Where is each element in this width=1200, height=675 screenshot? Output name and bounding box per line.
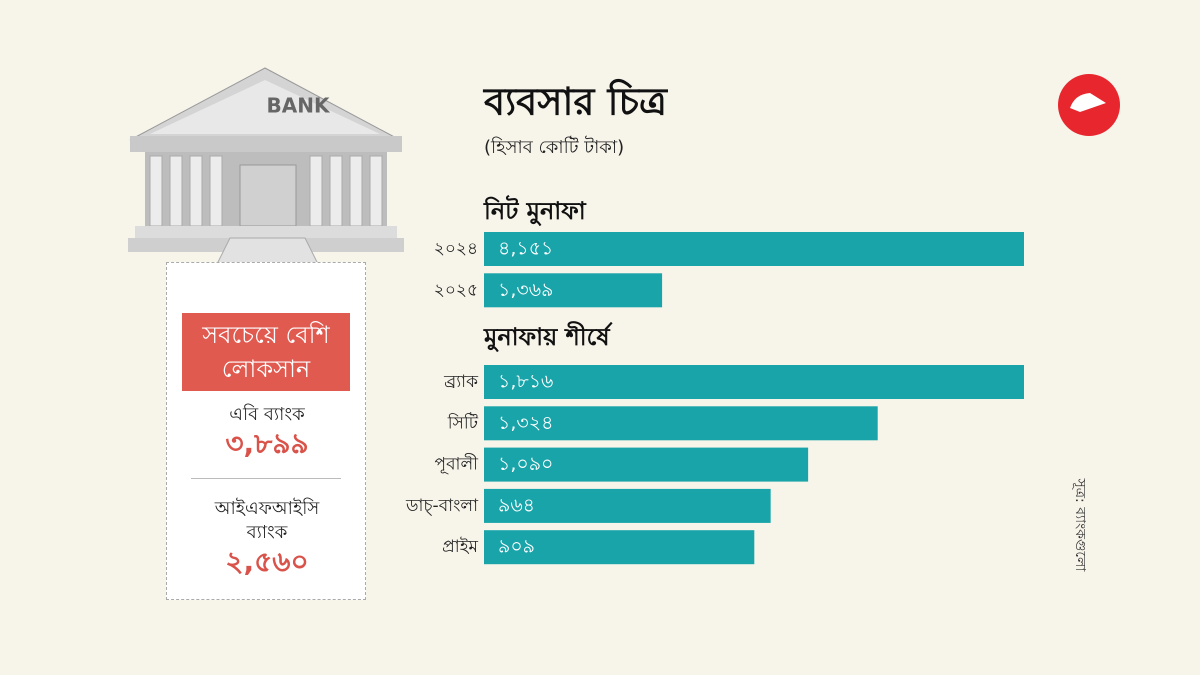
bar [484, 488, 771, 523]
value-label: ৯৬৪ [498, 494, 535, 516]
chart-title: নিট মুনাফা [483, 195, 587, 226]
bar [484, 232, 1024, 266]
category-label: ডাচ্-বাংলা [405, 496, 479, 516]
loss-item: এবি ব্যাংক ৩,৮৯৯ [177, 403, 357, 461]
category-label: ২০২৫ [434, 280, 478, 300]
title: ব্যবসার চিত্র [482, 79, 668, 124]
divider [191, 478, 341, 479]
loss-value: ৩,৮৯৯ [225, 427, 309, 460]
loss-title: সবচেয়ে বেশি লোকসান [182, 313, 350, 391]
value-label: ৪,১৫১ [498, 238, 553, 260]
subtitle: (হিসাব কোটি টাকা) [484, 136, 624, 158]
bar [484, 530, 755, 565]
category-label: সিটি [447, 412, 479, 433]
bar [484, 447, 809, 482]
category-label: প্রাইম [442, 537, 478, 557]
source: সূত্র: ব্যাংকগুলো [1072, 478, 1088, 573]
value-label: ৯০৯ [498, 536, 535, 558]
value-label: ১,৮১৬ [498, 371, 553, 393]
bank-name: এবি ব্যাংক [229, 404, 305, 425]
chart-title: মুনাফায় শীর্ষে [483, 321, 613, 352]
category-label: পূবালী [435, 454, 480, 475]
value-label: ১,৩২৪ [498, 412, 553, 434]
loss-value: ২,৫৬০ [225, 545, 309, 578]
category-label: ব্র্যাক [443, 372, 479, 392]
bank-icon: BANK [128, 67, 404, 269]
bank-name: আইএফআইসি ব্যাংক [214, 498, 320, 543]
category-label: ২০২৪ [434, 239, 478, 259]
bank-label: BANK [267, 94, 331, 118]
bar [484, 273, 663, 308]
bar [484, 365, 1024, 399]
logo [1058, 74, 1120, 136]
value-label: ১,০৯০ [498, 453, 553, 475]
loss-panel: সবচেয়ে বেশি লোকসান এবি ব্যাংক ৩,৮৯৯ আইএ… [166, 262, 366, 600]
loss-item: আইএফআইসি ব্যাংক ২,৫৬০ [177, 497, 357, 579]
bar [484, 406, 878, 441]
value-label: ১,৩৬৯ [498, 279, 553, 301]
